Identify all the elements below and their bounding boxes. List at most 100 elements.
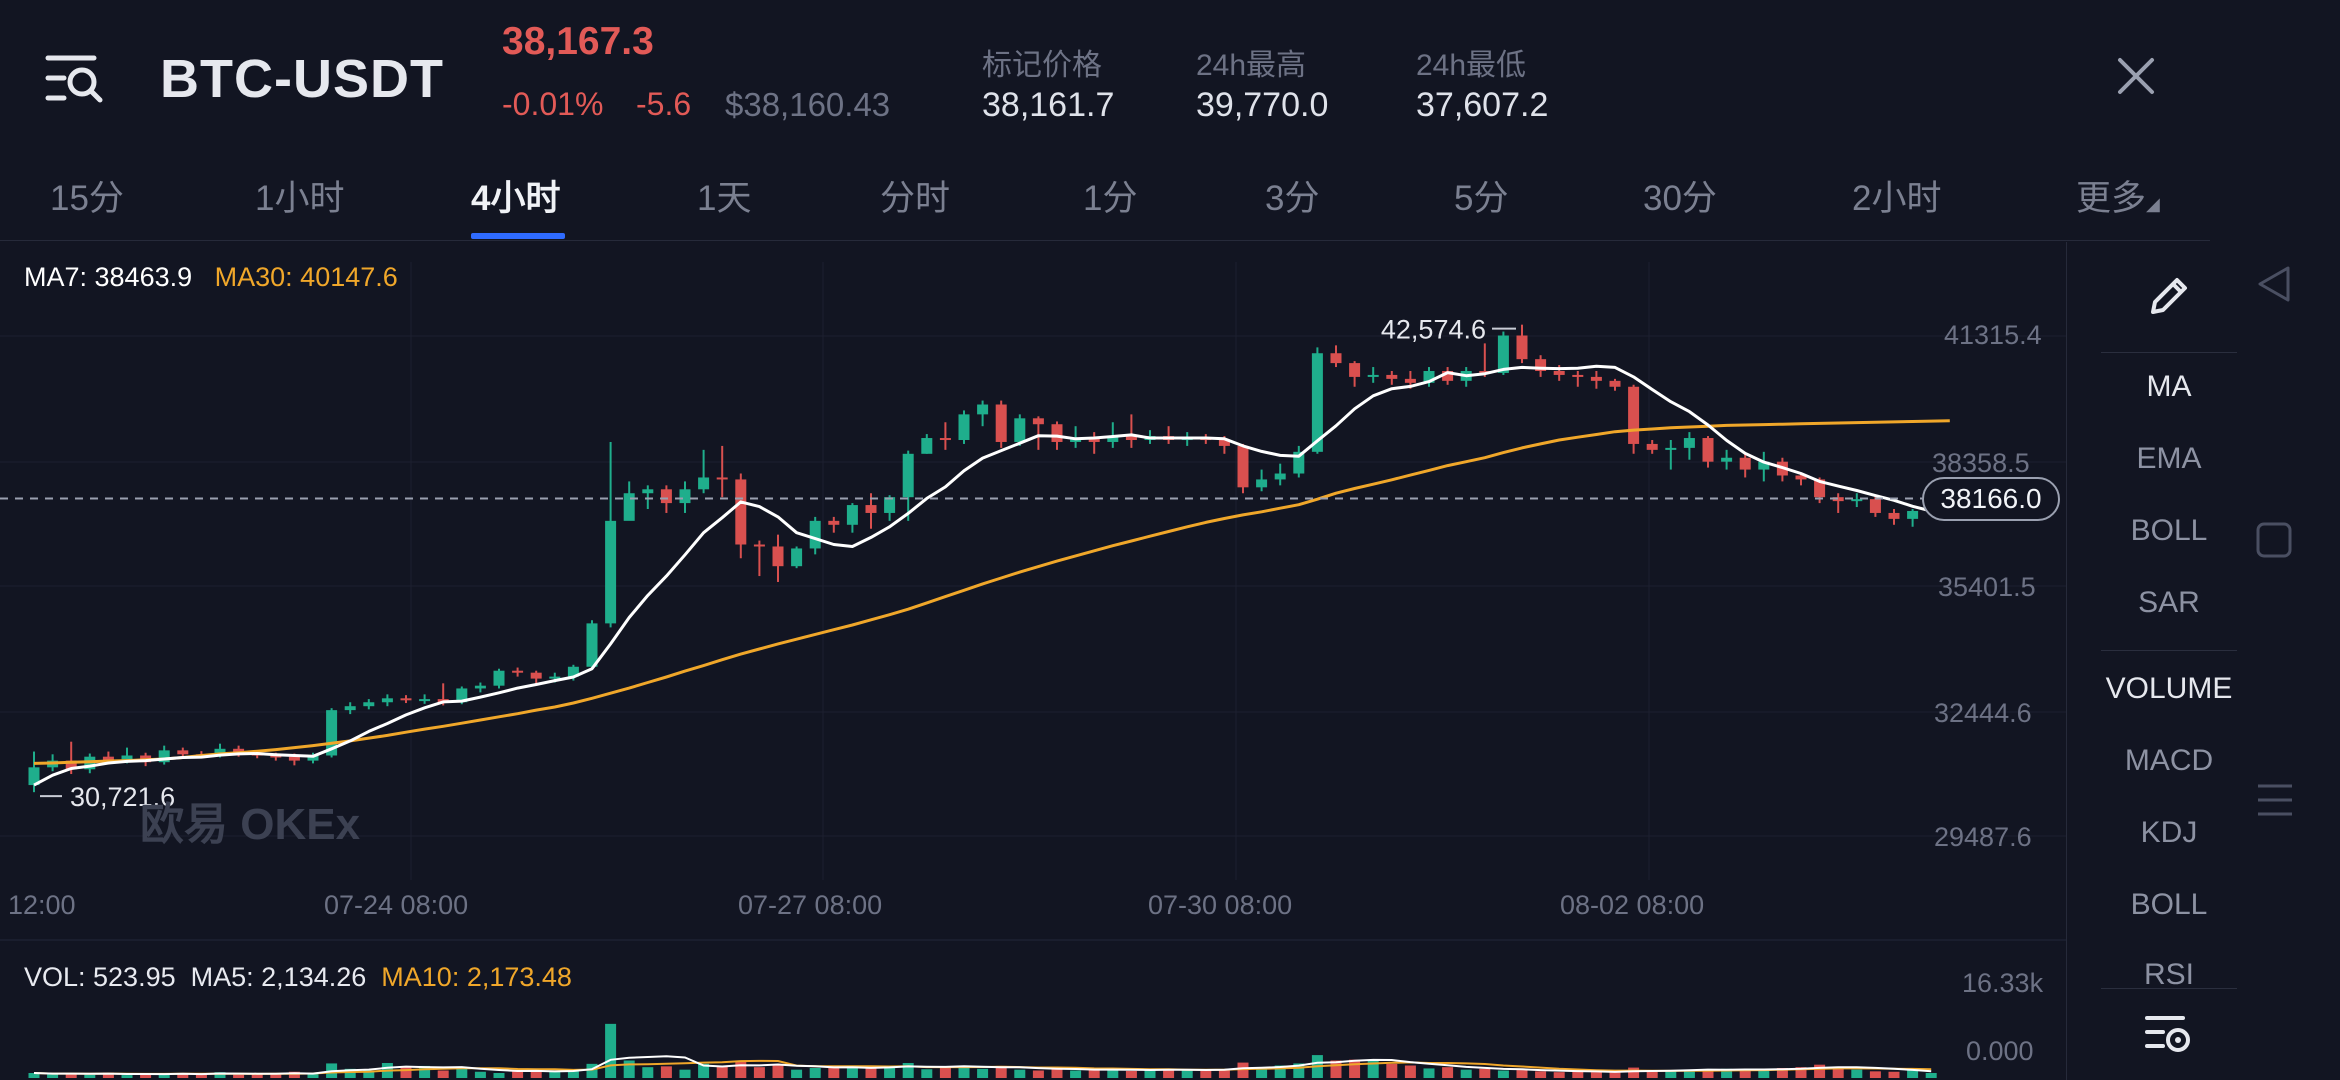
volume-bar [1758,1070,1770,1078]
indicator-ma[interactable]: MA [2146,370,2192,403]
candle-body [121,755,133,762]
tab-1m[interactable]: 1分 [1083,179,1138,218]
indicator-macd[interactable]: MACD [2124,744,2214,777]
close-icon[interactable] [2110,50,2162,102]
candle-body [1683,438,1695,448]
volume-bar [809,1068,821,1078]
candle-body [456,688,468,703]
candle-body [958,414,970,440]
candle [902,450,914,521]
volume-bar [1888,1071,1900,1078]
indicator-settings-icon[interactable] [2143,1012,2195,1056]
volume-bar [1088,1068,1100,1078]
chart-grid [0,262,2066,941]
candle [1442,367,1454,385]
trading-pair-title[interactable]: BTC-USDT [160,49,444,109]
volume-bar [1181,1069,1193,1078]
volume-bar [1907,1070,1919,1078]
volume-bar [47,1074,59,1078]
candle [344,702,356,715]
volume-bar [121,1075,133,1078]
volume-bar [1423,1068,1435,1078]
candle [158,745,170,765]
candle-body [1274,473,1286,480]
candle [1702,436,1714,468]
candle [1665,440,1677,470]
ma-legend: MA7: 38463.9 MA30: 40147.6 [24,262,398,293]
indicator-volume[interactable]: VOLUME [2105,672,2233,705]
candle-body [493,670,505,686]
volume-legend: VOL: 523.95 MA5: 2,134.26 MA10: 2,173.48 [24,962,572,993]
vol-ma10-legend: MA10: 2,173.48 [381,962,572,992]
candle-body [698,477,710,490]
volume-bar [791,1069,803,1078]
tab-30m[interactable]: 30分 [1643,179,1717,218]
candle [400,695,412,704]
candle-body [363,702,375,707]
low-24h-value: 37,607.2 [1416,86,1549,124]
candle [1330,345,1342,368]
candle-body [902,453,914,498]
candle [512,667,524,677]
active-tab-indicator [471,233,565,239]
indicator-rsi-clip: RSI [2067,958,2271,988]
candle [1832,493,1844,513]
volume-bar [698,1063,710,1078]
candle [977,400,989,427]
candle-body [660,489,672,504]
tab-3m[interactable]: 3分 [1265,179,1320,218]
tab-15m[interactable]: 15分 [50,179,124,218]
indicator-rsi[interactable]: RSI [2143,958,2194,988]
candle [493,668,505,689]
tab-1h[interactable]: 1小时 [255,179,345,218]
indicator-sar[interactable]: SAR [2138,586,2200,619]
nav-back-icon[interactable] [2252,262,2296,306]
vol-ma5-legend: MA5: 2,134.26 [190,962,367,992]
pencil-icon[interactable] [2145,272,2193,320]
candle-body [530,672,542,679]
tab-timeline[interactable]: 分时 [880,179,951,218]
volume-bar [1646,1071,1658,1078]
candle [716,445,728,498]
volume-bar [437,1070,449,1078]
indicator-kdj[interactable]: KDJ [2140,816,2198,849]
candle-body [270,755,282,758]
volume-bar [1349,1059,1361,1078]
candle-body [1888,512,1900,519]
x-axis-label: 12:00 [8,890,76,920]
volume-bar [1795,1067,1807,1078]
x-axis-label: 07-30 08:00 [1148,890,1293,920]
candle [1609,378,1621,391]
ma7-legend: MA7: 38463.9 [24,262,193,292]
volume-bar [233,1074,245,1078]
indicator-boll[interactable]: BOLL [2130,514,2208,547]
volume-bar [846,1066,858,1078]
candle-body [1497,335,1509,373]
low-24h-label: 24h最低 [1416,49,1527,82]
tab-1d[interactable]: 1天 [697,179,752,218]
candle [809,516,821,555]
volume-bar [512,1070,524,1078]
indicator-panel: MA EMA BOLL SAR VOLUME MACD KDJ BOLL RSI [2066,242,2271,1080]
y-axis-label: 41315.4 [1944,320,2042,350]
indicator-ema[interactable]: EMA [2136,442,2202,475]
candle-body [326,710,338,756]
menu-search-icon[interactable] [44,50,104,106]
candle-body [1702,438,1714,462]
indicator-boll-sub[interactable]: BOLL [2130,888,2208,921]
nav-home-icon[interactable] [2254,520,2294,560]
candle-body [1758,461,1770,470]
tab-more[interactable]: 更多◢ [2076,170,2160,221]
tab-5m[interactable]: 5分 [1454,179,1509,218]
candle [1721,449,1733,470]
candle [1572,370,1584,387]
volume-bar [1925,1073,1937,1078]
tab-4h[interactable]: 4小时 [471,179,561,218]
x-axis-label: 07-24 08:00 [324,890,469,920]
candle-body [716,477,728,480]
tab-2h[interactable]: 2小时 [1852,179,1942,218]
volume-bar [493,1073,505,1078]
nav-recent-icon[interactable] [2254,780,2296,820]
price-chart[interactable]: 42,574.6 30,721.6 [0,242,2070,1080]
volume-bar [1739,1069,1751,1078]
